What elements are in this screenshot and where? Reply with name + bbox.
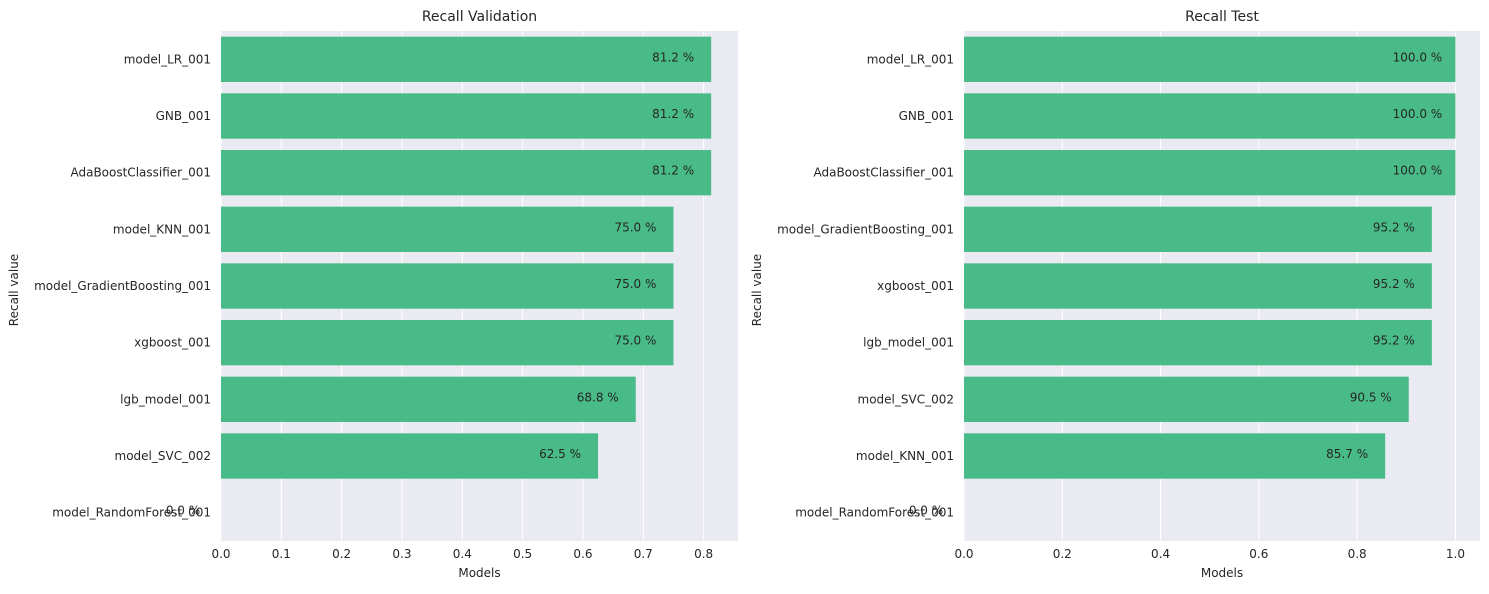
y-tick-label: model_SVC_002 (115, 449, 211, 463)
bar-data-label: 0.0 % (166, 504, 200, 518)
bars: 81.2 % 81.2 % 81.2 % 75.0 % 75.0 % 75.0 % 68.8… (166, 36, 712, 518)
bar-data-label: 95.2 % (1373, 220, 1415, 234)
bar-data-label: 100.0 % (1393, 107, 1443, 121)
x-tick-label: 0.5 (513, 547, 532, 561)
bar-data-label: 100.0 % (1393, 164, 1443, 178)
bar (964, 320, 1432, 366)
bar (964, 36, 1456, 82)
x-axis-label: Models (458, 566, 500, 580)
x-tick-label: 0.8 (694, 547, 713, 561)
y-tick-label: xgboost_001 (877, 279, 954, 293)
x-tick-label: 0.2 (1053, 547, 1072, 561)
x-tick-label: 0.0 (211, 547, 230, 561)
bar (964, 376, 1409, 422)
bar (221, 150, 712, 196)
chart-title: Recall Validation (422, 9, 537, 25)
bars: 100.0 % 100.0 % 100.0 % 95.2 % 95.2 % 95.2 % 9… (909, 36, 1456, 518)
y-axis-label: Recall value (7, 254, 21, 326)
y-tick-label: model_KNN_001 (113, 222, 211, 236)
bar (221, 263, 674, 309)
bar (964, 263, 1432, 309)
bar-data-label: 81.2 % (652, 164, 694, 178)
bar (964, 206, 1432, 252)
y-tick-label: GNB_001 (899, 109, 954, 123)
x-tick-label: 0.1 (272, 547, 291, 561)
x-tick-label: 0.2 (332, 547, 351, 561)
y-tick-label: model_LR_001 (124, 52, 211, 66)
bar-data-label: 68.8 % (577, 390, 619, 404)
bar-data-label: 90.5 % (1350, 390, 1392, 404)
y-tick-label: AdaBoostClassifier_001 (813, 166, 954, 180)
bar (221, 433, 599, 479)
y-tick-label: lgb_model_001 (120, 392, 211, 406)
x-tick-label: 0.0 (954, 547, 973, 561)
x-tick-label: 0.4 (453, 547, 472, 561)
bar (221, 206, 674, 252)
x-tick-labels: 0.0 0.1 0.2 0.3 0.4 0.5 0.6 0.7 0.8 (211, 547, 713, 561)
bar (221, 36, 712, 82)
bar-data-label: 85.7 % (1326, 447, 1368, 461)
bar-data-label: 62.5 % (539, 447, 581, 461)
bar (221, 376, 636, 422)
y-tick-label: GNB_001 (156, 109, 211, 123)
y-tick-label: model_LR_001 (867, 52, 954, 66)
y-tick-label: model_KNN_001 (856, 449, 954, 463)
chart-title: Recall Test (1185, 9, 1259, 25)
x-tick-label: 0.3 (392, 547, 411, 561)
y-tick-label: model_RandomForest_001 (52, 506, 211, 520)
bar-data-label: 95.2 % (1373, 277, 1415, 291)
bar-data-label: 81.2 % (652, 107, 694, 121)
bar (221, 93, 712, 139)
y-tick-label: model_RandomForest_001 (795, 506, 954, 520)
y-tick-label: lgb_model_001 (863, 336, 954, 350)
bar-data-label: 95.2 % (1373, 334, 1415, 348)
x-tick-labels: 0.0 0.2 0.4 0.6 0.8 1.0 (954, 547, 1465, 561)
recall-validation-chart: 81.2 % 81.2 % 81.2 % 75.0 % 75.0 % 75.0 % 68.8… (7, 9, 738, 580)
bar-data-label: 81.2 % (652, 50, 694, 64)
bar-data-label: 75.0 % (614, 334, 656, 348)
x-tick-label: 0.6 (573, 547, 592, 561)
y-tick-label: AdaBoostClassifier_001 (70, 166, 211, 180)
y-tick-labels: model_LR_001 GNB_001 AdaBoostClassifier_00… (34, 52, 211, 519)
x-tick-label: 0.7 (634, 547, 653, 561)
y-tick-label: model_SVC_002 (858, 392, 954, 406)
bar (964, 150, 1456, 196)
bar (964, 433, 1386, 479)
bar-data-label: 75.0 % (614, 277, 656, 291)
bar-data-label: 100.0 % (1393, 50, 1443, 64)
bar (964, 93, 1456, 139)
x-tick-label: 0.8 (1348, 547, 1367, 561)
x-tick-label: 0.4 (1151, 547, 1170, 561)
y-tick-label: xgboost_001 (134, 336, 211, 350)
bar-data-label: 75.0 % (614, 220, 656, 234)
bar (221, 320, 674, 366)
y-tick-label: model_GradientBoosting_001 (34, 279, 211, 293)
x-tick-label: 0.6 (1249, 547, 1268, 561)
recall-test-chart: 100.0 % 100.0 % 100.0 % 95.2 % 95.2 % 95.2 % 9… (750, 9, 1480, 580)
y-axis-label: Recall value (750, 254, 764, 326)
x-axis-label: Models (1201, 566, 1243, 580)
y-tick-labels: model_LR_001 GNB_001 AdaBoostClassifier_00… (777, 52, 954, 519)
x-tick-label: 1.0 (1446, 547, 1465, 561)
y-tick-label: model_GradientBoosting_001 (777, 222, 954, 236)
bar-data-label: 0.0 % (909, 504, 943, 518)
